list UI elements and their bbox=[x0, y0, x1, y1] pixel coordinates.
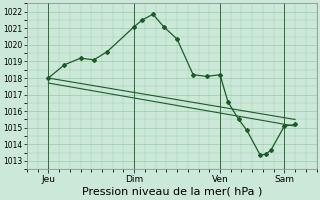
X-axis label: Pression niveau de la mer( hPa ): Pression niveau de la mer( hPa ) bbox=[82, 187, 262, 197]
